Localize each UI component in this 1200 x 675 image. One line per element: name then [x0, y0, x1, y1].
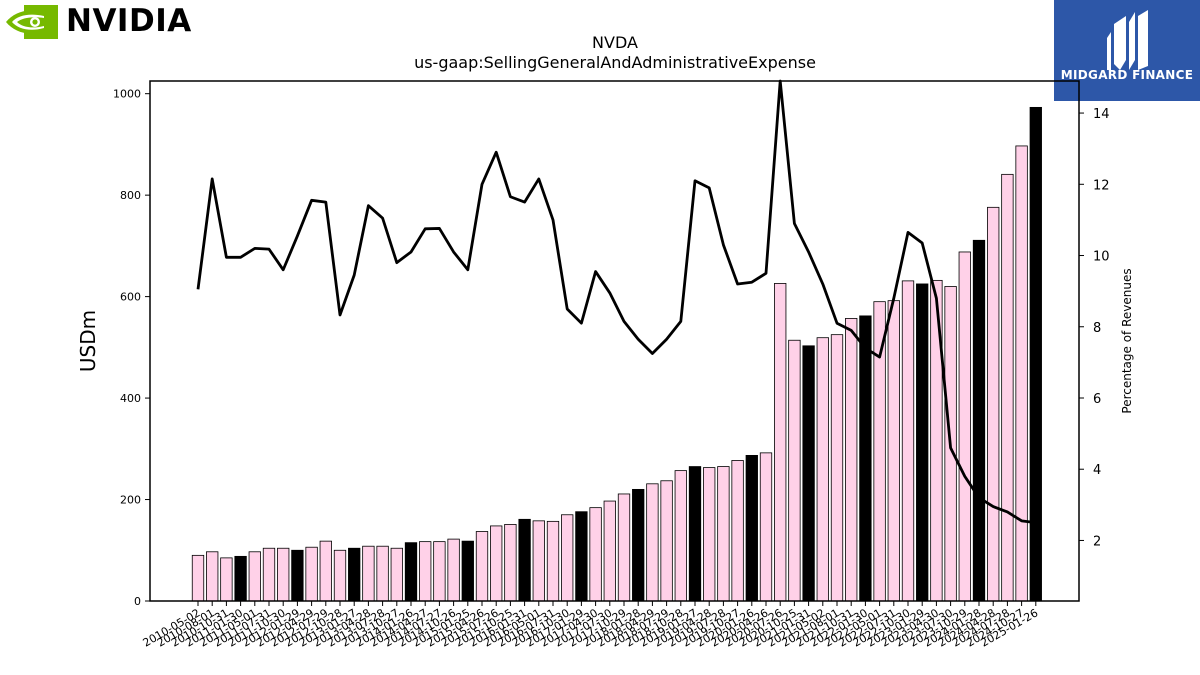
bar	[731, 460, 744, 602]
bar	[390, 547, 403, 602]
y2-tick-label: 6	[1093, 392, 1101, 407]
bar	[561, 514, 574, 602]
bar	[759, 452, 773, 602]
bar	[291, 549, 304, 602]
bar	[873, 301, 886, 602]
bar	[901, 280, 915, 602]
partner-name: MIDGARD FINANCE	[1060, 68, 1194, 82]
bar	[262, 547, 276, 602]
bar	[660, 480, 673, 602]
bar	[305, 546, 318, 602]
y2-tick-label: 10	[1093, 250, 1110, 265]
bar	[845, 318, 858, 602]
bar	[802, 345, 815, 602]
y2-tick-label: 12	[1093, 178, 1110, 193]
bar	[447, 538, 460, 602]
y-tick-label: 600	[120, 291, 141, 304]
bar	[191, 554, 205, 602]
bar	[532, 520, 545, 602]
bar	[518, 518, 531, 602]
bar	[206, 551, 219, 602]
bar	[1015, 145, 1028, 602]
bar	[674, 470, 687, 602]
bar	[916, 283, 929, 602]
bar	[717, 466, 730, 602]
bar	[688, 466, 702, 602]
bar	[333, 549, 347, 602]
y2-axis: 2 4 6 8 10 12 14	[1079, 107, 1110, 549]
bar	[248, 551, 261, 602]
midgard-m-icon	[1107, 10, 1148, 70]
y-tick-label: 400	[120, 392, 141, 405]
bar	[490, 525, 503, 602]
bar	[404, 542, 418, 602]
y-tick-label: 800	[120, 189, 141, 202]
line-layer	[196, 79, 1036, 525]
y-tick-label: 1000	[113, 88, 141, 101]
y-tick-label: 200	[120, 494, 141, 507]
bar	[972, 239, 986, 602]
bar	[376, 545, 389, 602]
bar	[433, 541, 446, 602]
bars-layer	[191, 106, 1042, 602]
bar	[546, 520, 560, 602]
bar	[319, 540, 332, 602]
y2-tick-label: 14	[1093, 107, 1110, 122]
bar	[632, 488, 645, 602]
bar	[1001, 173, 1014, 602]
bar	[646, 483, 659, 602]
bar	[475, 531, 489, 602]
bar	[348, 547, 361, 602]
brand-name: NVIDIA	[66, 3, 192, 39]
ratio-line	[196, 79, 1036, 525]
y2-axis-label: Percentage of Revenues	[1120, 268, 1134, 413]
bar	[830, 334, 844, 602]
bar	[277, 547, 290, 602]
x-axis: 2010-05-022010-08-012010-10-312011-01-30…	[141, 601, 1040, 650]
y-axis: 0 200 400 600 800 1000	[113, 88, 150, 608]
bar	[461, 540, 474, 602]
bar	[603, 500, 616, 602]
bar	[419, 541, 432, 602]
chart-subtitle: us-gaap:SellingGeneralAndAdministrativeE…	[414, 53, 816, 72]
chart-title-group: NVDA us-gaap:SellingGeneralAndAdministra…	[414, 33, 816, 72]
bar	[220, 557, 233, 602]
bar	[987, 206, 1000, 602]
bar	[887, 300, 900, 602]
nvidia-eye-icon	[6, 5, 58, 39]
y2-tick-label: 2	[1093, 534, 1101, 549]
bar	[1029, 106, 1042, 602]
bar	[589, 507, 602, 602]
bar	[504, 524, 517, 602]
y2-tick-label: 4	[1093, 463, 1101, 478]
brand-logo	[6, 5, 58, 39]
bar	[958, 251, 971, 602]
bar	[703, 467, 716, 602]
bar	[859, 315, 872, 602]
bar	[745, 454, 758, 602]
bar	[774, 283, 787, 602]
bar	[575, 511, 588, 602]
y-axis-label: USDm	[76, 310, 100, 372]
chart-title: NVDA	[592, 33, 638, 52]
bar	[362, 545, 375, 602]
bar	[816, 337, 829, 602]
bar	[617, 493, 631, 602]
y-tick-label: 0	[134, 595, 141, 608]
bar	[234, 555, 247, 602]
bar	[788, 339, 801, 602]
plot-frame	[149, 80, 1080, 602]
y2-tick-label: 8	[1093, 321, 1101, 336]
